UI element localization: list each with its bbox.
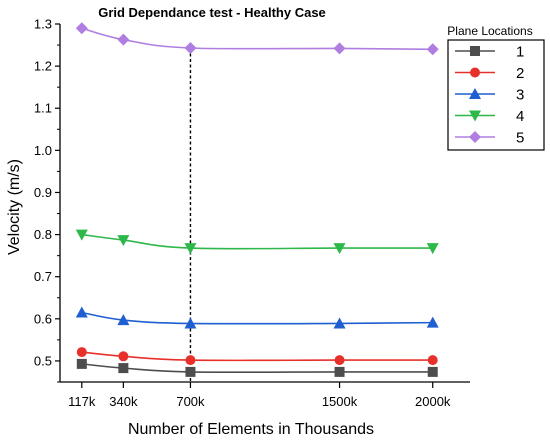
chart-title: Grid Dependance test - Healthy Case <box>98 5 326 20</box>
legend-title: Plane Locations <box>447 24 532 38</box>
y-tick-label: 1.2 <box>34 59 52 74</box>
x-tick-label: 700k <box>176 394 205 409</box>
y-tick-label: 0.7 <box>34 269 52 284</box>
x-tick-label: 1500k <box>322 394 358 409</box>
series-1-point <box>118 363 129 374</box>
y-tick-label: 0.5 <box>34 353 52 368</box>
series-1-point <box>185 366 196 377</box>
series-3-point <box>184 317 197 329</box>
series-1-point <box>427 366 438 377</box>
series-5-point <box>333 42 346 55</box>
series-2-line <box>81 351 433 362</box>
y-axis-label: Velocity (m/s) <box>6 159 23 255</box>
legend-label-4: 4 <box>516 108 524 125</box>
series-3-point <box>333 317 346 329</box>
legend-label-1: 1 <box>516 44 524 61</box>
y-tick-label: 1.3 <box>34 17 52 32</box>
series-1-point <box>76 358 87 369</box>
y-tick-label: 1.1 <box>34 101 52 116</box>
tick-labels: 0.5 0.6 0.7 0.8 0.9 1.0 1.1 1.2 1.3 117k 340k 700k 1… <box>34 17 451 410</box>
series-4-point <box>184 243 197 255</box>
series-2-point <box>334 355 345 366</box>
series-4-point <box>75 229 88 241</box>
series-3-point <box>426 316 439 328</box>
legend-label-3: 3 <box>516 87 524 104</box>
series-5-point <box>426 43 439 56</box>
series-4 <box>75 229 439 255</box>
legend-label-5: 5 <box>516 130 524 147</box>
legend-marker-2 <box>470 67 480 78</box>
x-tick-label: 117k <box>68 394 96 409</box>
series-5-line <box>81 27 433 51</box>
series-2-point <box>427 355 438 366</box>
legend: 1 2 3 4 5 <box>447 39 545 151</box>
x-tick-label: 2000k <box>415 394 451 409</box>
series-5-point <box>117 33 130 46</box>
series-2-point <box>185 355 196 366</box>
y-tick-label: 0.6 <box>34 311 52 326</box>
x-tick-label: 340k <box>109 394 138 409</box>
legend-marker-1 <box>470 46 480 56</box>
y-tick-label: 0.8 <box>34 227 52 242</box>
series-5 <box>75 22 439 56</box>
series-3-line <box>81 311 433 325</box>
series-4-point <box>333 243 346 255</box>
series-4-line <box>81 233 433 250</box>
legend-marker-4 <box>469 110 481 122</box>
legend-box <box>447 39 545 151</box>
series-group <box>75 22 439 377</box>
y-tick-label: 1.0 <box>34 143 52 158</box>
series-1-point <box>334 366 345 377</box>
y-tick-label: 0.9 <box>34 185 52 200</box>
series-1-line <box>81 363 433 373</box>
axes <box>55 23 470 388</box>
series-2-point <box>118 351 129 362</box>
series-3-point <box>75 306 88 318</box>
series-4-point <box>117 235 130 247</box>
legend-marker-3 <box>469 88 481 99</box>
series-2-point <box>76 347 87 358</box>
x-axis-label: Number of Elements in Thousands <box>128 421 374 438</box>
series-5-point <box>184 42 197 55</box>
series-5-point <box>75 22 88 35</box>
series-3-point <box>117 314 130 326</box>
legend-label-2: 2 <box>516 65 524 82</box>
series-1 <box>76 358 438 377</box>
legend-marker-5 <box>469 131 481 143</box>
series-2 <box>76 347 438 366</box>
series-3 <box>75 306 439 329</box>
series-4-point <box>426 243 439 255</box>
